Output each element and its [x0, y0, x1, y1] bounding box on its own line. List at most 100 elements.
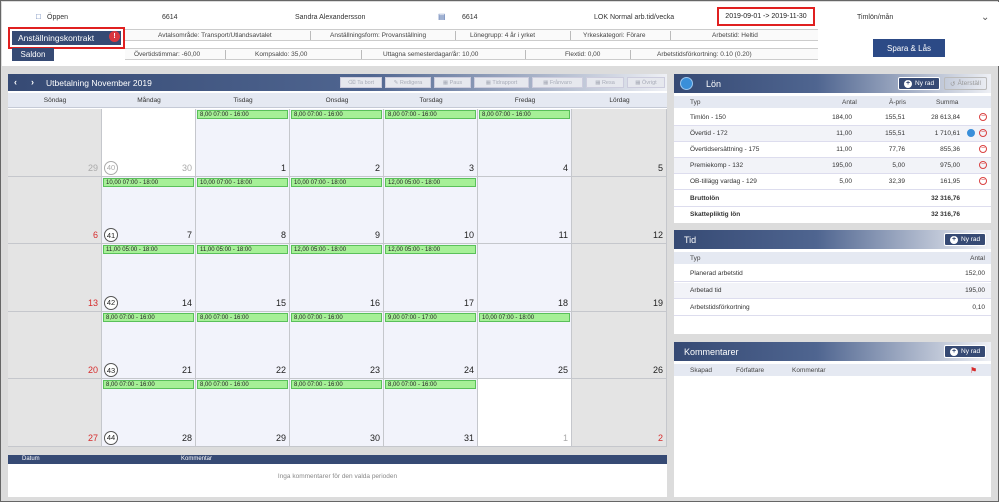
shift-block[interactable]: 8,00 07:00 - 16:00	[291, 380, 382, 390]
calendar-day-cell[interactable]: 1	[478, 379, 572, 447]
salary-row[interactable]: OB-tillägg vardag - 129 5,00 32,39 161,95 −	[674, 174, 991, 190]
salary-row[interactable]: Premiekomp - 132 195,00 5,00 975,00 −	[674, 158, 991, 174]
remove-row-icon[interactable]: −	[979, 129, 987, 137]
shift-block[interactable]: 12,00 05:00 - 18:00	[291, 245, 382, 255]
salary-status-icon	[680, 77, 693, 90]
calendar-grid: 29 30 40 8,00 07:00 - 16:00 1 8,00 07:00 - 16…	[8, 109, 667, 447]
shift-block[interactable]: 11,00 05:00 - 18:00	[197, 245, 288, 255]
divider	[630, 50, 631, 59]
calendar-day-cell[interactable]: 27	[8, 379, 102, 447]
calendar-day-cell[interactable]: 10,00 07:00 - 18:00 9	[290, 176, 384, 245]
calendar-day-cell[interactable]: 2	[572, 379, 667, 447]
save-lock-button[interactable]: Spara & Lås	[873, 39, 945, 57]
calendar-day-cell[interactable]: 9,00 07:00 - 17:00 24	[384, 311, 478, 380]
info-icon[interactable]	[967, 129, 975, 137]
calendar-day-cell[interactable]: 8,00 07:00 - 16:00 4	[478, 109, 572, 177]
calendar-day-cell[interactable]: 10,00 07:00 - 18:00 7 41	[102, 176, 196, 245]
shift-block[interactable]: 10,00 07:00 - 18:00	[479, 312, 570, 322]
remove-row-icon[interactable]: −	[979, 161, 987, 169]
travel-button[interactable]: ▦ Resa	[586, 77, 624, 88]
calendar-day-cell[interactable]: 10,00 07:00 - 18:00 25	[478, 311, 572, 380]
calendar-day-cell[interactable]: 8,00 07:00 - 16:00 2	[290, 109, 384, 177]
calendar-day-cell[interactable]: 8,00 07:00 - 16:00 31	[384, 379, 478, 447]
chevron-down-icon[interactable]: ⌄	[981, 12, 990, 23]
shift-block[interactable]: 11,00 05:00 - 18:00	[103, 245, 194, 255]
calendar-day-cell[interactable]: 8,00 07:00 - 16:00 30	[290, 379, 384, 447]
week-number-badge: 40	[104, 160, 118, 175]
shift-block[interactable]: 10,00 07:00 - 18:00	[291, 177, 382, 187]
salary-row[interactable]: Timlön - 150 184,00 155,51 28 613,84 −	[674, 110, 991, 126]
day-number: 20	[87, 365, 98, 376]
calendar-day-cell[interactable]: 12,00 05:00 - 18:00 10	[384, 176, 478, 245]
calendar-day-cell[interactable]: 12,00 05:00 - 18:00 16	[290, 244, 384, 312]
calendar-day-cell[interactable]: 29	[8, 109, 102, 177]
calendar-day-cell[interactable]: 26	[572, 311, 667, 380]
shift-block[interactable]: 9,00 07:00 - 17:00	[385, 312, 476, 322]
time-add-row-button[interactable]: + Ny rad	[944, 233, 987, 246]
calendar-day-cell[interactable]: 5	[572, 109, 667, 177]
calendar-day-cell[interactable]: 12	[572, 176, 667, 245]
delete-button[interactable]: ⌫ Ta bort	[340, 77, 382, 88]
shift-block[interactable]: 8,00 07:00 - 16:00	[103, 380, 194, 390]
shift-block[interactable]: 12,00 05:00 - 18:00	[385, 177, 476, 187]
calendar-day-cell[interactable]: 8,00 07:00 - 16:00 21 43	[102, 311, 196, 380]
remove-row-icon[interactable]: −	[979, 177, 987, 185]
comments-add-row-button[interactable]: + Ny rad	[944, 345, 987, 358]
calendar-day-cell[interactable]: 19	[572, 244, 667, 312]
pause-button[interactable]: ▦ Paus	[434, 77, 471, 88]
day-number: 5	[657, 162, 663, 173]
calendar-day-cell[interactable]: 8,00 07:00 - 16:00 29	[196, 379, 290, 447]
divider	[570, 31, 571, 40]
shift-block[interactable]: 8,00 07:00 - 16:00	[479, 110, 570, 119]
timereport-button[interactable]: ▦ Tidrapport	[474, 77, 529, 88]
calendar-day-cell[interactable]: 13	[8, 244, 102, 312]
next-month-icon[interactable]: ›	[31, 77, 34, 87]
calendar-day-cell[interactable]: 8,00 07:00 - 16:00 22	[196, 311, 290, 380]
period-range[interactable]: 2019-09-01 -> 2019-11-30	[717, 7, 815, 26]
remove-row-icon[interactable]: −	[979, 113, 987, 121]
calendar-day-cell[interactable]: 30 40	[102, 109, 196, 177]
shift-block[interactable]: 10,00 07:00 - 18:00	[103, 177, 194, 187]
flag-icon[interactable]: ⚑	[970, 366, 978, 375]
shift-block[interactable]: 12,00 05:00 - 18:00	[385, 245, 476, 255]
shift-block[interactable]: 10,00 07:00 - 18:00	[197, 177, 288, 187]
edit-button[interactable]: ✎ Redigera	[385, 77, 431, 88]
calendar-day-cell[interactable]: 18	[478, 244, 572, 312]
shift-block[interactable]: 8,00 07:00 - 16:00	[291, 312, 382, 322]
calendar-day-cell[interactable]: 8,00 07:00 - 16:00 23	[290, 311, 384, 380]
calendar-day-cell[interactable]: 10,00 07:00 - 18:00 8	[196, 176, 290, 245]
calendar-day-cell[interactable]: 12,00 05:00 - 18:00 17	[384, 244, 478, 312]
calendar-day-cell[interactable]: 8,00 07:00 - 16:00 3	[384, 109, 478, 177]
absence-button[interactable]: ▦ Frånvaro	[532, 77, 583, 88]
shift-block[interactable]: 8,00 07:00 - 16:00	[197, 380, 288, 390]
contract-button[interactable]: Anställningskontrakt	[8, 27, 125, 49]
calendar-day-cell[interactable]: 20	[8, 311, 102, 380]
calendar-day-cell[interactable]: 11,00 05:00 - 18:00 14 42	[102, 244, 196, 312]
calendar-day-cell[interactable]: 11	[478, 176, 572, 245]
prev-month-icon[interactable]: ‹	[14, 77, 17, 87]
calendar-day-cell[interactable]: 6	[8, 176, 102, 245]
salary-row[interactable]: Övertidsersättning - 175 11,00 77,76 855,36…	[674, 142, 991, 158]
shift-block[interactable]: 8,00 07:00 - 16:00	[197, 110, 288, 119]
other-button[interactable]: ▦ Övrigt	[627, 77, 665, 88]
day-number: 4	[562, 162, 568, 173]
salary-add-row-button[interactable]: + Ny rad	[898, 77, 941, 90]
day-number: 2	[657, 432, 663, 443]
salary-cell-summa: 28 613,84	[931, 114, 960, 121]
salary-cell-apris: 155,51	[885, 114, 905, 121]
divider	[670, 31, 671, 40]
shift-block[interactable]: 8,00 07:00 - 16:00	[385, 380, 476, 390]
shift-block[interactable]: 8,00 07:00 - 16:00	[103, 312, 194, 322]
shift-block[interactable]: 8,00 07:00 - 16:00	[291, 110, 382, 119]
document-icon: □	[36, 12, 41, 21]
calendar-icon: ▦	[635, 79, 643, 86]
salary-row[interactable]: Övertid - 172 11,00 155,51 1 710,61 −	[674, 126, 991, 142]
calendar-day-cell[interactable]: 8,00 07:00 - 16:00 28 44	[102, 379, 196, 447]
remove-row-icon[interactable]: −	[979, 145, 987, 153]
shift-block[interactable]: 8,00 07:00 - 16:00	[197, 312, 288, 322]
calendar-day-cell[interactable]: 8,00 07:00 - 16:00 1	[196, 109, 290, 177]
shift-block[interactable]: 8,00 07:00 - 16:00	[385, 110, 476, 119]
calendar-day-cell[interactable]: 11,00 05:00 - 18:00 15	[196, 244, 290, 312]
salary-reset-button[interactable]: ↺ Återställ	[944, 77, 987, 90]
weekday-sunday: Söndag	[43, 97, 67, 104]
